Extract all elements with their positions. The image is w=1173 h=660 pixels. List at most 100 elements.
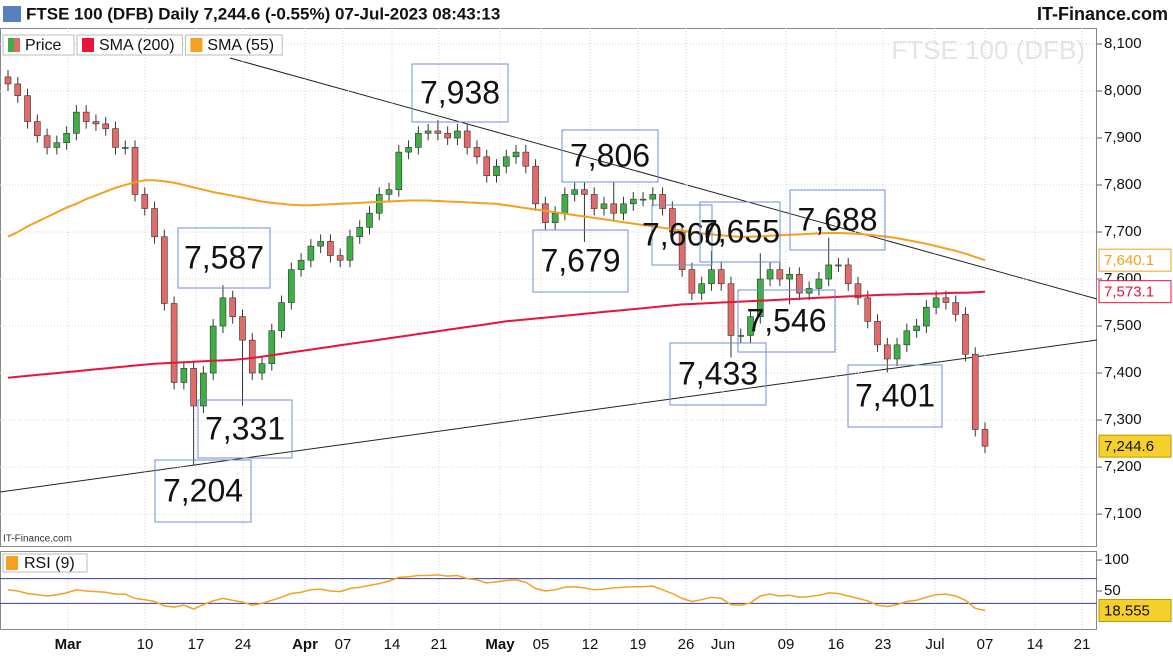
annotation-box [411,63,509,123]
main-plot [0,28,1097,547]
legend-label: SMA (55) [207,37,274,54]
candle-body [923,306,930,327]
candle-body [121,147,129,149]
candle-body [336,255,344,261]
candle-body [24,95,31,122]
candle-body [239,316,246,341]
candle-body [639,198,647,201]
x-tick-label: 26 [678,636,695,653]
y-tick-label: 7,900 [1104,129,1142,146]
annotation-box [561,129,659,183]
annotation-box [177,227,271,289]
demo-icon [3,6,21,22]
candle-body [268,330,276,364]
candle-body [756,278,764,317]
annotation-box [789,189,886,251]
candle-body [248,339,256,374]
candle-body [385,189,393,195]
candle-body [63,133,70,144]
candle-body [356,227,364,238]
candle-body [708,269,715,285]
legend-label: SMA (200) [99,37,175,54]
candle-body [92,121,100,125]
last-value-label: 18.555 [1104,602,1150,619]
last-value-label: 7,640.1 [1104,252,1154,269]
y-tick-label: 7,800 [1104,176,1142,193]
candle-body [375,194,383,214]
candle-body [952,302,959,315]
candle-body [131,147,139,195]
y-tick-label: 7,100 [1104,505,1142,522]
annotation-label: 7,938 [420,74,500,110]
candle-body [698,283,705,294]
candle-body [288,269,295,303]
candle-body [932,297,940,308]
candle-body [590,194,598,209]
x-tick-label: 21 [431,636,448,653]
candle-body [34,121,41,136]
line-series [7,290,986,379]
x-tick-label: 07 [335,636,352,653]
legend-label: Price [25,37,62,54]
candle-body [297,259,305,270]
legend-box [2,553,88,573]
candle-body [805,288,813,294]
x-tick-label: 14 [1027,636,1044,653]
last-value-box [1098,598,1172,622]
y-tick-label: 7,200 [1104,458,1142,475]
candle-body [796,274,803,294]
legend-box [184,34,283,56]
x-tick-label: Mar [55,636,82,653]
y-tick-label: 7,300 [1104,411,1142,428]
candle-body [278,302,285,332]
candle-body [395,151,403,191]
candle-body [444,133,451,139]
legend-swatch [14,38,20,52]
candle-body [893,344,901,360]
main-frame [0,28,1097,547]
candle-body [73,111,80,134]
x-tick-label: 12 [582,636,599,653]
candle-body [659,194,666,209]
candle-body [776,269,784,280]
candle-body [219,297,227,327]
overlay: Mar 10 17 24 Apr 07 14 21 May 05 12 19 26 Jun 09 16 23 Ju… [2,34,1172,653]
candle-body [903,330,911,346]
candle-body [688,269,696,294]
candle-body [102,123,109,129]
candle-body [815,278,823,289]
candle-body [502,156,510,167]
candle-body [942,297,950,303]
title: FTSE 100 (DFB) Daily 7,244.6 (-0.55%) 07… [26,4,500,23]
candle-body [327,241,334,256]
y-tick-label: 7,500 [1104,317,1142,334]
candle-body [170,303,178,383]
legend-swatch [190,38,203,52]
y-tick-label: 50 [1104,582,1121,599]
candle-body [874,321,881,346]
candle-body [317,241,324,247]
candle-body [463,130,471,148]
candle-body [883,344,891,360]
candle-body [649,194,657,200]
legend-swatch [8,38,14,52]
x-tick-label: Jul [925,636,944,653]
x-tick-label: 24 [235,636,252,653]
x-tick-label: 17 [188,636,205,653]
candle-body [512,151,520,158]
candle-body [522,151,530,167]
annotation-label: 7,679 [540,242,620,278]
candle-body [786,274,793,280]
last-value-label: 7,573.1 [1104,284,1154,301]
candle-body [346,236,354,261]
legend-label: RSI (9) [24,555,75,572]
legend-box [76,34,183,56]
y-tick-label: 7,700 [1104,223,1142,240]
candle-body [141,194,149,209]
annotation-box [532,229,629,293]
candle-body [727,283,735,336]
x-tick-label: 10 [137,636,154,653]
candle-body [258,363,266,374]
